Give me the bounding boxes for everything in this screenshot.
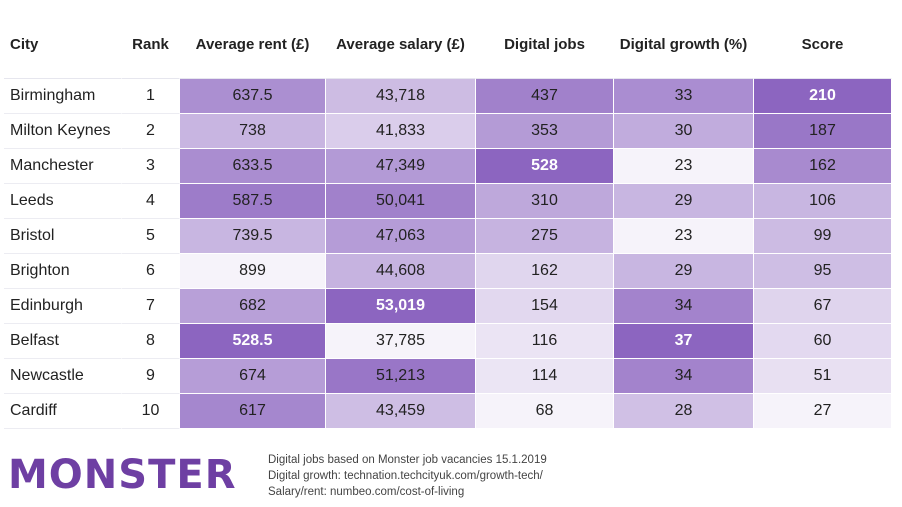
score-cell: 106 — [754, 184, 892, 219]
jobs-cell: 114 — [476, 359, 614, 394]
column-header-average-rent: Average rent (£) — [180, 10, 326, 79]
score-cell: 95 — [754, 254, 892, 289]
city-ranking-table: City Rank Average rent (£) Average salar… — [4, 10, 892, 429]
rank-cell: 1 — [122, 79, 180, 114]
growth-cell: 33 — [614, 79, 754, 114]
rent-cell: 739.5 — [180, 219, 326, 254]
table-row: Manchester 3 633.5 47,349 528 23 162 — [4, 149, 892, 184]
source-notes: Digital jobs based on Monster job vacanc… — [268, 452, 547, 500]
rank-cell: 10 — [122, 394, 180, 429]
salary-cell: 50,041 — [326, 184, 476, 219]
growth-cell: 37 — [614, 324, 754, 359]
growth-cell: 34 — [614, 289, 754, 324]
salary-cell: 47,349 — [326, 149, 476, 184]
rank-cell: 7 — [122, 289, 180, 324]
score-cell: 27 — [754, 394, 892, 429]
table-row: Brighton 6 899 44,608 162 29 95 — [4, 254, 892, 289]
table-body: Birmingham 1 637.5 43,718 437 33 210 Milton Key… — [4, 79, 892, 429]
growth-cell: 28 — [614, 394, 754, 429]
jobs-cell: 154 — [476, 289, 614, 324]
growth-cell: 30 — [614, 114, 754, 149]
table-row: Birmingham 1 637.5 43,718 437 33 210 — [4, 79, 892, 114]
growth-cell: 23 — [614, 149, 754, 184]
salary-cell: 37,785 — [326, 324, 476, 359]
table-row: Cardiff 10 617 43,459 68 28 27 — [4, 394, 892, 429]
rank-cell: 2 — [122, 114, 180, 149]
column-header-rank: Rank — [122, 10, 180, 79]
jobs-cell: 275 — [476, 219, 614, 254]
growth-cell: 29 — [614, 184, 754, 219]
column-header-digital-jobs: Digital jobs — [476, 10, 614, 79]
heatmap-table-container: City Rank Average rent (£) Average salar… — [4, 10, 892, 429]
city-cell: Belfast — [4, 324, 122, 359]
rent-cell: 587.5 — [180, 184, 326, 219]
rent-cell: 738 — [180, 114, 326, 149]
column-header-average-salary: Average salary (£) — [326, 10, 476, 79]
city-cell: Brighton — [4, 254, 122, 289]
table-row: Newcastle 9 674 51,213 114 34 51 — [4, 359, 892, 394]
score-cell: 60 — [754, 324, 892, 359]
rank-cell: 6 — [122, 254, 180, 289]
salary-cell: 47,063 — [326, 219, 476, 254]
rent-cell: 674 — [180, 359, 326, 394]
city-cell: Bristol — [4, 219, 122, 254]
rent-cell: 637.5 — [180, 79, 326, 114]
jobs-cell: 437 — [476, 79, 614, 114]
score-cell: 51 — [754, 359, 892, 394]
header-row: City Rank Average rent (£) Average salar… — [4, 10, 892, 79]
rent-cell: 682 — [180, 289, 326, 324]
city-cell: Edinburgh — [4, 289, 122, 324]
rent-cell: 617 — [180, 394, 326, 429]
rank-cell: 5 — [122, 219, 180, 254]
rank-cell: 8 — [122, 324, 180, 359]
score-cell: 67 — [754, 289, 892, 324]
city-cell: Leeds — [4, 184, 122, 219]
table-row: Edinburgh 7 682 53,019 154 34 67 — [4, 289, 892, 324]
salary-cell: 44,608 — [326, 254, 476, 289]
salary-cell: 41,833 — [326, 114, 476, 149]
rank-cell: 3 — [122, 149, 180, 184]
rent-cell: 899 — [180, 254, 326, 289]
salary-cell: 43,459 — [326, 394, 476, 429]
table-row: Belfast 8 528.5 37,785 116 37 60 — [4, 324, 892, 359]
salary-cell: 43,718 — [326, 79, 476, 114]
jobs-cell: 162 — [476, 254, 614, 289]
table-row: Milton Keynes 2 738 41,833 353 30 187 — [4, 114, 892, 149]
city-cell: Milton Keynes — [4, 114, 122, 149]
city-cell: Cardiff — [4, 394, 122, 429]
jobs-cell: 353 — [476, 114, 614, 149]
rank-cell: 9 — [122, 359, 180, 394]
growth-cell: 34 — [614, 359, 754, 394]
rank-cell: 4 — [122, 184, 180, 219]
city-cell: Manchester — [4, 149, 122, 184]
monster-logo: MONSTER — [8, 452, 237, 498]
rent-cell: 633.5 — [180, 149, 326, 184]
score-cell: 187 — [754, 114, 892, 149]
city-cell: Birmingham — [4, 79, 122, 114]
column-header-score: Score — [754, 10, 892, 79]
salary-cell: 53,019 — [326, 289, 476, 324]
jobs-cell: 528 — [476, 149, 614, 184]
score-cell: 162 — [754, 149, 892, 184]
column-header-city: City — [4, 10, 122, 79]
table-row: Leeds 4 587.5 50,041 310 29 106 — [4, 184, 892, 219]
jobs-cell: 116 — [476, 324, 614, 359]
salary-cell: 51,213 — [326, 359, 476, 394]
source-note-salary-rent: Salary/rent: numbeo.com/cost-of-living — [268, 486, 465, 498]
jobs-cell: 310 — [476, 184, 614, 219]
city-cell: Newcastle — [4, 359, 122, 394]
score-cell: 210 — [754, 79, 892, 114]
rent-cell: 528.5 — [180, 324, 326, 359]
jobs-cell: 68 — [476, 394, 614, 429]
column-header-digital-growth: Digital growth (%) — [614, 10, 754, 79]
source-note-digital-growth: Digital growth: technation.techcityuk.co… — [268, 470, 543, 482]
growth-cell: 23 — [614, 219, 754, 254]
score-cell: 99 — [754, 219, 892, 254]
source-note-digital-jobs: Digital jobs based on Monster job vacanc… — [268, 454, 547, 466]
table-row: Bristol 5 739.5 47,063 275 23 99 — [4, 219, 892, 254]
growth-cell: 29 — [614, 254, 754, 289]
